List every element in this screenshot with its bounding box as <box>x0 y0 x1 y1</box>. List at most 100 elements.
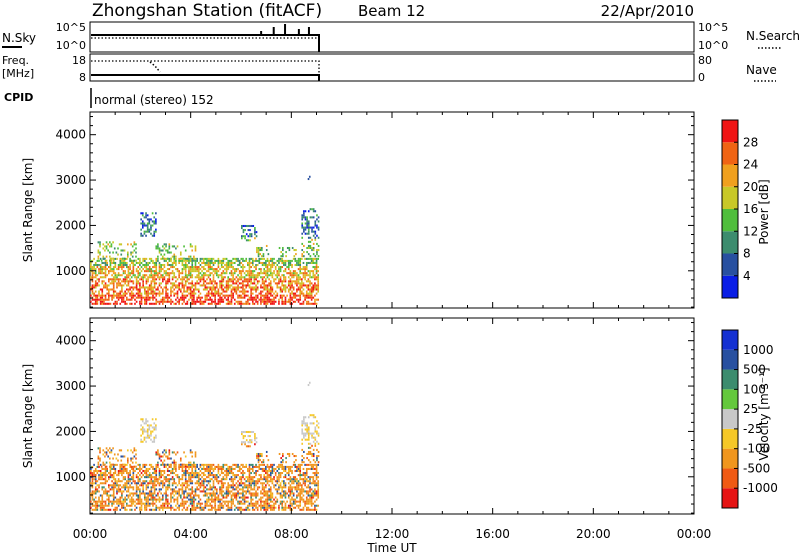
power-cell <box>301 268 303 271</box>
velocity-cell <box>171 478 174 481</box>
power-cell <box>269 290 272 293</box>
velocity-cell <box>297 469 300 473</box>
velocity-cell <box>217 469 220 473</box>
velocity-cell <box>183 484 185 487</box>
power-cell <box>267 253 270 256</box>
power-cell <box>176 278 179 281</box>
power-cell <box>314 222 317 225</box>
velocity-cell <box>186 486 189 489</box>
velocity-cell <box>194 455 197 458</box>
power-cell <box>296 272 298 275</box>
power-cell <box>143 216 146 219</box>
power-cell <box>166 249 169 252</box>
velocity-cell <box>303 434 305 437</box>
velocity-cell <box>125 504 128 507</box>
power-cell <box>312 266 315 269</box>
power-cell <box>153 216 156 219</box>
velocity-cell <box>289 508 292 511</box>
velocity-cell <box>111 480 113 483</box>
power-cell <box>118 243 121 246</box>
power-cell <box>312 276 315 279</box>
velocity-cell <box>91 465 94 468</box>
velocity-cell <box>233 496 236 499</box>
velocity-cell <box>186 506 189 509</box>
velocity-cell <box>301 463 303 466</box>
velocity-cell <box>214 508 216 511</box>
velocity-cell <box>197 494 200 497</box>
velocity-cell <box>222 482 225 485</box>
velocity-cell <box>197 500 200 503</box>
power-cell <box>263 302 266 305</box>
power-cell <box>158 284 161 287</box>
velocity-cell <box>304 504 306 507</box>
power-cell <box>179 278 182 281</box>
velocity-cell <box>134 508 136 511</box>
power-cell <box>296 280 298 283</box>
velocity-cell <box>229 484 231 487</box>
velocity-cell <box>311 414 313 417</box>
power-cell <box>109 268 112 271</box>
velocity-cell <box>197 474 200 477</box>
velocity-cell <box>155 428 157 431</box>
power-cell <box>129 266 131 269</box>
velocity-cell <box>158 482 161 485</box>
power-cell <box>271 266 274 269</box>
velocity-cell <box>142 482 144 485</box>
power-cell <box>152 261 154 264</box>
power-cell <box>191 292 194 295</box>
power-cell <box>255 290 257 293</box>
power-cell <box>176 296 179 299</box>
power-cell <box>143 298 146 301</box>
power-cell <box>183 296 185 299</box>
power-cell <box>274 278 277 281</box>
power-cell <box>145 290 148 293</box>
velocity-cell <box>178 467 180 470</box>
velocity-cell <box>294 486 297 489</box>
velocity-cell <box>261 463 264 466</box>
velocity-cell <box>202 486 205 489</box>
velocity-cell <box>161 484 164 487</box>
power-cell <box>261 249 263 252</box>
velocity-cell <box>148 504 151 507</box>
power-cell <box>96 294 99 297</box>
power-cell <box>134 276 136 279</box>
velocity-cell <box>112 484 115 487</box>
velocity-cell <box>163 469 166 473</box>
velocity-cell <box>309 467 311 470</box>
velocity-cell <box>284 476 287 479</box>
power-cell <box>295 253 297 256</box>
velocity-cell <box>303 436 305 439</box>
power-cell <box>142 278 144 281</box>
velocity-cell <box>109 494 112 497</box>
velocity-cell <box>243 478 246 481</box>
velocity-cell <box>145 469 148 473</box>
power-cell <box>317 270 320 273</box>
power-ylabel: Slant Range [km] <box>21 158 35 262</box>
power-cell <box>158 263 161 267</box>
power-cell <box>215 284 218 287</box>
velocity-cell <box>170 469 172 473</box>
power-cell <box>209 274 212 277</box>
velocity-cell <box>263 494 266 497</box>
velocity-cell <box>184 465 187 468</box>
velocity-cell <box>105 465 108 468</box>
power-cell <box>147 290 149 293</box>
velocity-cell <box>152 496 154 499</box>
colorbar-swatch <box>722 448 738 469</box>
velocity-cell <box>152 502 154 505</box>
power-cell <box>281 288 284 291</box>
power-cell <box>197 288 200 291</box>
velocity-cell <box>189 498 192 501</box>
velocity-cell <box>194 451 197 454</box>
power-cell <box>150 272 153 275</box>
velocity-cell <box>150 478 153 481</box>
power-cell <box>268 296 270 299</box>
y-tick-label: 4000 <box>55 334 86 348</box>
power-cell <box>153 282 156 285</box>
power-cell <box>132 263 135 267</box>
power-cell <box>116 296 118 299</box>
velocity-cell <box>114 482 117 485</box>
velocity-cell <box>212 486 215 489</box>
velocity-cell <box>241 430 243 434</box>
velocity-cell <box>312 476 315 479</box>
